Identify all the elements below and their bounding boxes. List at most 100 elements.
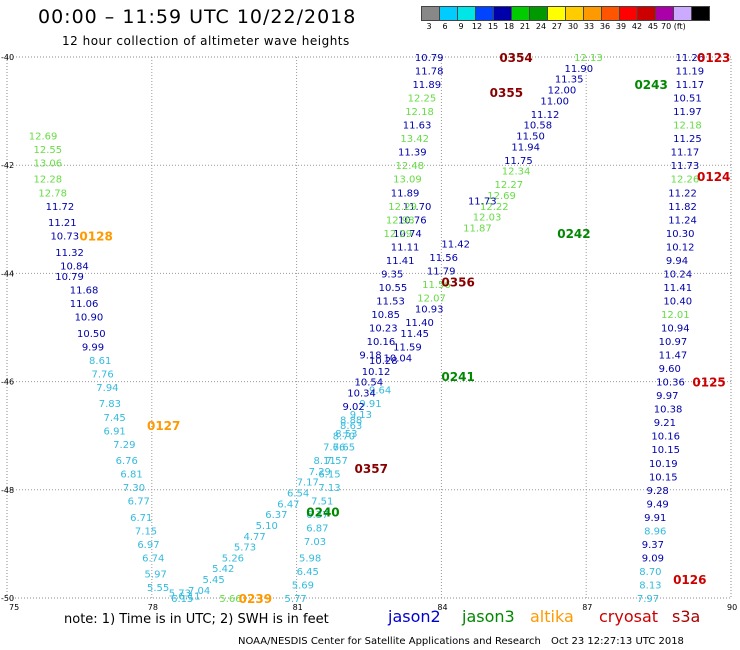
data-point-label: 11.59	[393, 342, 422, 353]
data-point-label: 12.28	[34, 175, 63, 186]
color-scale-label: 12	[471, 22, 483, 31]
data-point-label: 10.93	[415, 305, 444, 316]
data-point-label: 11.82	[668, 202, 697, 213]
data-point-label: 13.09	[393, 175, 422, 186]
data-point-label: 11.11	[391, 242, 420, 253]
data-point-label: 10.40	[663, 296, 692, 307]
data-point-label: 11.41	[663, 283, 692, 294]
data-point-label: 10.16	[651, 432, 680, 443]
data-point-label: 10.23	[369, 324, 398, 335]
data-point-label: 10.58	[523, 121, 552, 132]
data-point-label: 12.34	[502, 167, 531, 178]
data-point-label: 6.47	[277, 499, 299, 510]
data-point-label: 12.00	[548, 85, 577, 96]
data-point-label: 5.97	[145, 570, 167, 581]
data-point-label: 12.55	[34, 145, 63, 156]
data-point-label: 6.37	[265, 510, 287, 521]
data-point-label: 9.13	[350, 410, 372, 421]
track-label: 0240	[306, 505, 339, 519]
data-point-label: 9.35	[381, 269, 403, 280]
data-point-label: 11.12	[531, 110, 560, 121]
plot-frame	[6, 56, 732, 599]
data-point-label: 11.70	[403, 202, 432, 213]
data-point-label: 9.60	[659, 364, 681, 375]
color-scale-labels: 3 6 9 12 15 18 21 24 27 30 33 36 39 42 45 70 (ft)	[421, 22, 691, 31]
data-point-label: 11.45	[400, 329, 429, 340]
data-point-label: 9.02	[342, 402, 364, 413]
data-point-label: 11.63	[403, 121, 432, 132]
data-point-label: 12.27	[494, 180, 523, 191]
data-point-label: 12.01	[661, 310, 690, 321]
data-point-label: 5.42	[212, 564, 234, 575]
track-label: 0125	[692, 376, 725, 390]
data-point-label: 10.73	[50, 232, 79, 243]
data-point-label: 5.10	[256, 521, 278, 532]
data-point-label: 9.97	[656, 391, 678, 402]
data-point-label: 11.21	[48, 218, 77, 229]
data-point-label: 6.74	[142, 553, 164, 564]
data-point-label: 10.34	[347, 388, 376, 399]
legend-altika: altika	[530, 607, 574, 626]
data-point-label: 7.57	[326, 456, 348, 467]
data-point-label: 7.29	[309, 467, 331, 478]
data-point-label: 5.26	[222, 553, 244, 564]
data-point-label: 12.18	[673, 121, 702, 132]
data-point-label: 8.53	[335, 429, 357, 440]
track-label: 0128	[79, 230, 112, 244]
color-scale-label: 3	[426, 22, 432, 31]
y-tick-label: -42	[1, 161, 14, 170]
data-point-label: 10.97	[659, 337, 688, 348]
data-point-label: 10.12	[666, 242, 695, 253]
data-point-label: 10.79	[415, 53, 444, 64]
data-point-label: 9.91	[644, 513, 666, 524]
legend-cryosat: cryosat	[599, 607, 659, 626]
data-point-label: 11.26	[675, 53, 704, 64]
data-point-label: 6.11	[178, 591, 200, 602]
color-scale-label: 6	[442, 22, 448, 31]
data-point-label: 10.74	[393, 229, 422, 240]
data-point-label: 5.77	[285, 594, 307, 605]
data-point-label: 11.17	[675, 80, 704, 91]
data-point-label: 11.72	[46, 202, 75, 213]
data-point-label: 8.88	[340, 415, 362, 426]
data-point-label: 6.71	[130, 513, 152, 524]
data-point-label: 11.94	[511, 142, 540, 153]
color-scale-label: 33	[583, 22, 595, 31]
color-scale-label: 9	[458, 22, 464, 31]
track-label: 0242	[557, 227, 590, 241]
data-point-label: 9.09	[642, 553, 664, 564]
data-point-label: 10.94	[661, 324, 690, 335]
data-point-label: 5.69	[292, 580, 314, 591]
data-point-label: 8.63	[340, 421, 362, 432]
data-point-label: 6.45	[297, 567, 319, 578]
data-point-label: 11.79	[427, 267, 456, 278]
data-point-label: 5.98	[299, 553, 321, 564]
data-point-label: 11.00	[540, 96, 569, 107]
data-point-label: 12.78	[38, 188, 67, 199]
data-point-label: 11.73	[671, 161, 700, 172]
data-point-label: 12.18	[405, 107, 434, 118]
data-point-label: 6.87	[306, 524, 328, 535]
data-point-label: 11.87	[463, 223, 492, 234]
data-point-label: 9.49	[647, 499, 669, 510]
data-point-label: 7.94	[96, 383, 118, 394]
x-tick-label: 90	[727, 603, 737, 612]
data-point-label: 10.15	[649, 472, 678, 483]
data-point-label: 8.70	[333, 432, 355, 443]
footer-timestamp: Oct 23 12:27:13 UTC 2018	[551, 636, 684, 647]
track-label: 0239	[239, 592, 272, 606]
data-point-label: 10.55	[379, 283, 408, 294]
data-point-label: 9.28	[647, 486, 669, 497]
data-point-label: 9.64	[369, 386, 391, 397]
data-point-label: 10.38	[654, 405, 683, 416]
data-point-label: 7.97	[637, 594, 659, 605]
data-point-label: 5.66	[219, 594, 241, 605]
data-point-label: 6.81	[120, 470, 142, 481]
x-tick-label: 87	[582, 603, 592, 612]
data-point-label: 12.13	[574, 53, 603, 64]
data-point-label: 5.73	[169, 589, 191, 600]
data-point-label: 8.70	[639, 567, 661, 578]
data-point-label: 10.19	[649, 459, 678, 470]
data-point-label: 9.21	[654, 418, 676, 429]
